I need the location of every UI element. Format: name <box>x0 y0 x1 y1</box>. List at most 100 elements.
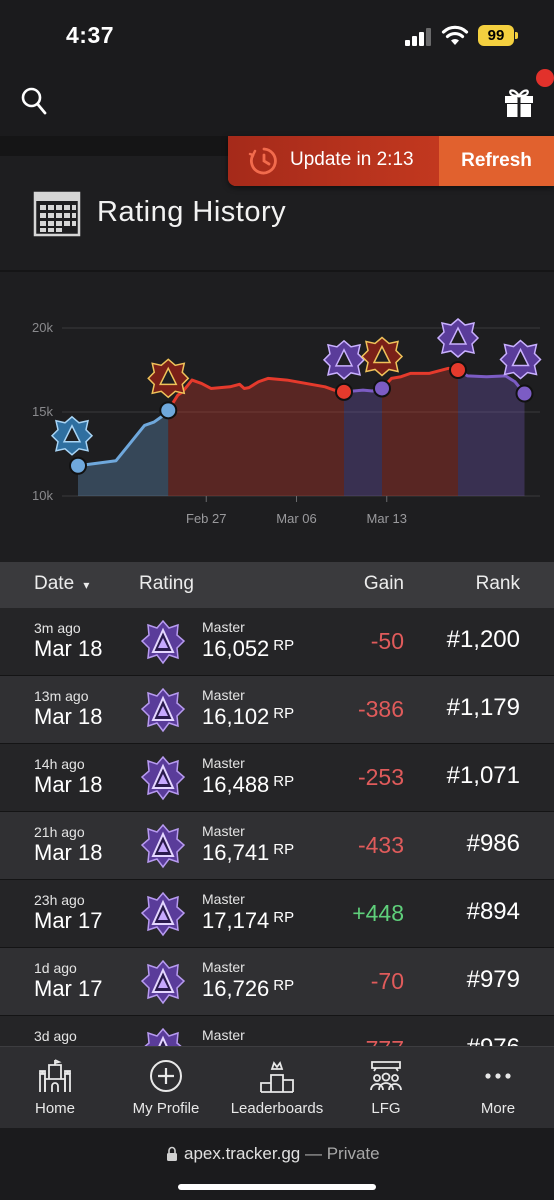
refresh-button[interactable]: Refresh <box>439 136 554 186</box>
row-time-ago: 21h ago <box>34 824 85 840</box>
row-rank: #894 <box>466 898 520 925</box>
nav-lfg-label: LFG <box>371 1100 401 1117</box>
castle-icon <box>39 1059 71 1092</box>
page-title: Rating History <box>97 196 287 228</box>
y-tick-label: 10k <box>32 488 53 503</box>
row-tier: Master <box>202 1027 245 1043</box>
tier-change-point <box>449 361 467 379</box>
row-rank: #1,071 <box>446 762 520 789</box>
row-rating: 16,741 RP <box>202 840 294 866</box>
row-tier: Master <box>202 959 245 975</box>
table-row[interactable]: 21h ago Mar 18 Master 16,741 RP -433 #986 <box>0 812 554 880</box>
tier-change-point <box>159 401 178 420</box>
nav-lfg[interactable]: LFG <box>354 1047 418 1129</box>
date-header-label: Date <box>34 573 75 594</box>
gift-icon[interactable] <box>502 84 536 118</box>
column-header-gain[interactable]: Gain <box>363 573 404 594</box>
row-time-ago: 13m ago <box>34 688 89 704</box>
row-time-ago: 3d ago <box>34 1028 77 1044</box>
master-rank-icon <box>140 755 186 801</box>
series-area <box>168 378 344 496</box>
row-tier: Master <box>202 823 245 839</box>
home-indicator <box>178 1184 376 1190</box>
row-rp-unit: RP <box>273 841 295 858</box>
update-banner: Update in 2:13 Refresh <box>228 136 554 186</box>
row-gain: -386 <box>357 696 404 722</box>
row-rp-value: 16,726 <box>202 976 270 1001</box>
column-header-rating[interactable]: Rating <box>139 573 194 594</box>
row-tier: Master <box>202 891 245 907</box>
row-rating: 16,726 RP <box>202 976 294 1002</box>
row-time-ago: 14h ago <box>34 756 85 772</box>
row-time-ago: 3m ago <box>34 620 81 636</box>
table-row[interactable]: 14h ago Mar 18 Master 16,488 RP -253 #1,071 <box>0 744 554 812</box>
nav-leaderboards-label: Leaderboards <box>230 1100 324 1117</box>
master-rank-icon <box>140 687 186 733</box>
browser-url-bar[interactable]: apex.tracker.gg — Private <box>0 1128 554 1200</box>
row-date: Mar 18 <box>34 704 103 729</box>
tier-change-point <box>69 456 87 475</box>
timer-icon <box>248 147 277 175</box>
table-header: Date ▾ Rating Gain Rank <box>0 562 554 608</box>
row-rating: 16,488 RP <box>202 772 294 798</box>
nav-my-profile-label: My Profile <box>132 1100 200 1117</box>
app-header <box>0 66 554 136</box>
table-row[interactable]: 1d ago Mar 17 Master 16,726 RP -70 #979 <box>0 948 554 1016</box>
table-row[interactable]: 13m ago Mar 18 Master 16,102 RP -386 #1,179 <box>0 676 554 744</box>
status-bar: 4:37 99 <box>0 0 554 66</box>
row-rp-value: 16,741 <box>202 840 270 865</box>
nav-my-profile[interactable]: My Profile <box>126 1047 206 1129</box>
column-header-date[interactable]: Date ▾ <box>34 573 89 595</box>
row-time-ago: 23h ago <box>34 892 85 908</box>
row-rating: 16,052 RP <box>202 636 294 662</box>
url-separator: — <box>300 1144 327 1163</box>
row-rp-unit: RP <box>273 773 295 790</box>
row-tier: Master <box>202 687 245 703</box>
battery-indicator: 99 <box>478 25 518 46</box>
status-time: 4:37 <box>66 22 115 48</box>
column-header-rank[interactable]: Rank <box>475 573 520 594</box>
calendar-icon <box>33 191 81 237</box>
master-rank-icon <box>140 959 186 1005</box>
row-date: Mar 17 <box>34 908 103 933</box>
url-domain: apex.tracker.gg <box>184 1144 301 1163</box>
row-rating: 16,102 RP <box>202 704 294 730</box>
nav-more[interactable]: More <box>466 1047 530 1129</box>
add-circle-icon <box>150 1060 182 1092</box>
search-icon[interactable] <box>20 86 48 116</box>
row-rp-value: 16,052 <box>202 636 270 661</box>
wifi-icon <box>441 25 469 45</box>
row-rating: 17,174 RP <box>202 908 294 934</box>
row-rp-value: 17,174 <box>202 908 270 933</box>
table-row[interactable]: 23h ago Mar 17 Master 17,174 RP +448 #894 <box>0 880 554 948</box>
row-rank: #1,200 <box>446 626 520 653</box>
table-row[interactable]: 3m ago Mar 18 Master 16,052 RP -50 #1,200 <box>0 608 554 676</box>
row-date: Mar 18 <box>34 636 103 661</box>
row-rp-value: 16,102 <box>202 704 270 729</box>
master-rank-icon <box>140 823 186 869</box>
group-icon <box>370 1061 402 1091</box>
url-text: apex.tracker.gg — Private <box>184 1144 380 1164</box>
update-countdown: Update in 2:13 <box>290 149 414 170</box>
row-gain: -253 <box>357 764 404 790</box>
row-rp-unit: RP <box>273 705 295 722</box>
apex-predator-badge-icon <box>147 358 190 399</box>
section-divider <box>0 270 554 272</box>
x-tick-label: Mar 13 <box>367 511 407 526</box>
nav-home[interactable]: Home <box>20 1047 90 1129</box>
tier-change-point <box>373 379 391 398</box>
row-gain: +448 <box>352 900 404 926</box>
nav-home-label: Home <box>34 1100 75 1117</box>
series-line <box>166 376 345 412</box>
master-badge-icon <box>436 318 480 358</box>
row-date: Mar 18 <box>34 840 103 865</box>
row-date: Mar 17 <box>34 976 103 1001</box>
podium-icon <box>260 1061 294 1093</box>
x-tick-label: Feb 27 <box>186 511 226 526</box>
row-rp-value: 16,488 <box>202 772 270 797</box>
row-rank: #986 <box>466 830 520 857</box>
row-gain: -70 <box>370 968 404 994</box>
bottom-nav: Home My Profile Leaderboards LFG <box>0 1046 554 1128</box>
y-tick-label: 15k <box>32 404 53 419</box>
nav-leaderboards[interactable]: Leaderboards <box>230 1047 324 1129</box>
